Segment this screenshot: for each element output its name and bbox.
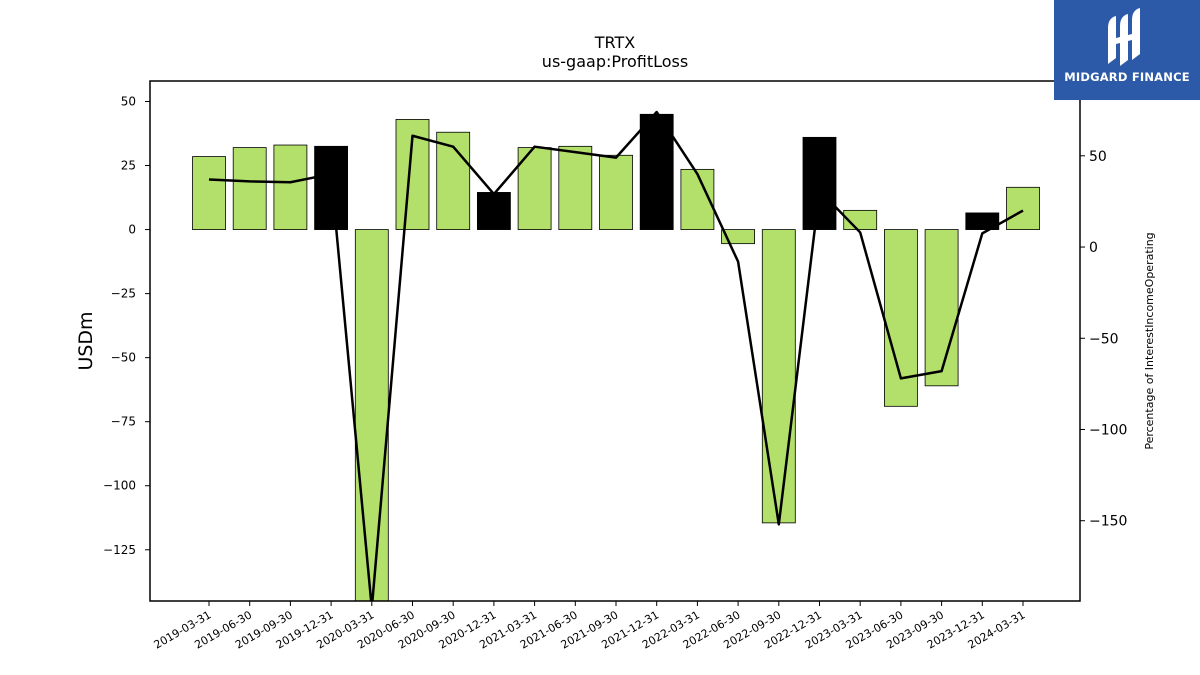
- bar-2020-03-31: [354, 229, 389, 601]
- y-tick-label: 0: [128, 223, 136, 237]
- bar-2019-06-30: [232, 147, 267, 230]
- y-tick-label: −50: [111, 351, 136, 365]
- bar-2021-12-31: [639, 113, 674, 230]
- y2-tick-label: −100: [1089, 422, 1127, 438]
- bar-2021-09-30: [599, 154, 633, 230]
- bar-2023-12-31: [965, 212, 1000, 230]
- y2-axis-label: Percentage of InterestIncomeOperating: [1143, 232, 1156, 449]
- y2-tick-label: 50: [1089, 149, 1107, 165]
- bar-2022-09-30: [761, 229, 796, 524]
- bar-2021-06-30: [558, 145, 593, 230]
- y-tick-label: −125: [103, 543, 136, 557]
- y-tick-label: −25: [111, 287, 136, 301]
- y-tick-label: −75: [111, 415, 136, 429]
- y-axis-label: USDm: [75, 311, 97, 370]
- brand-logo: MIDGARD FINANCE: [1054, 0, 1200, 100]
- bar-series: [192, 113, 1040, 601]
- bar-2019-03-31: [192, 156, 226, 230]
- y-axis-right: 50 0 −50 −100 −150: [1080, 149, 1127, 530]
- y-tick-label: 50: [121, 94, 136, 108]
- x-axis: 2019-03-312019-06-302019-09-302019-12-31…: [152, 601, 1028, 652]
- chart-subtitle: us-gaap:ProfitLoss: [542, 52, 688, 71]
- bar-2022-06-30: [721, 229, 755, 245]
- bar-2024-03-31: [1006, 186, 1040, 230]
- bar-2020-12-31: [476, 192, 511, 230]
- bar-2023-09-30: [924, 229, 959, 387]
- line-series: [208, 110, 1024, 601]
- y-axis-left: 50 25 0 −25 −50 −75 −100 −125: [103, 94, 150, 557]
- y-tick-label: −100: [103, 479, 136, 493]
- plot-frame: [149, 80, 1081, 602]
- logo-text: MIDGARD FINANCE: [1064, 70, 1190, 84]
- chart-title: TRTX: [594, 33, 636, 52]
- bar-2019-09-30: [273, 144, 308, 230]
- y-tick-label: 25: [121, 159, 136, 173]
- y2-tick-label: 0: [1089, 240, 1098, 256]
- bar-2022-12-31: [802, 136, 837, 230]
- y2-tick-label: −50: [1089, 331, 1119, 347]
- midgard-logo-icon: [1108, 8, 1140, 66]
- y2-tick-label: −150: [1089, 514, 1127, 530]
- bar-2023-06-30: [884, 229, 918, 407]
- bar-2019-12-31: [314, 145, 349, 230]
